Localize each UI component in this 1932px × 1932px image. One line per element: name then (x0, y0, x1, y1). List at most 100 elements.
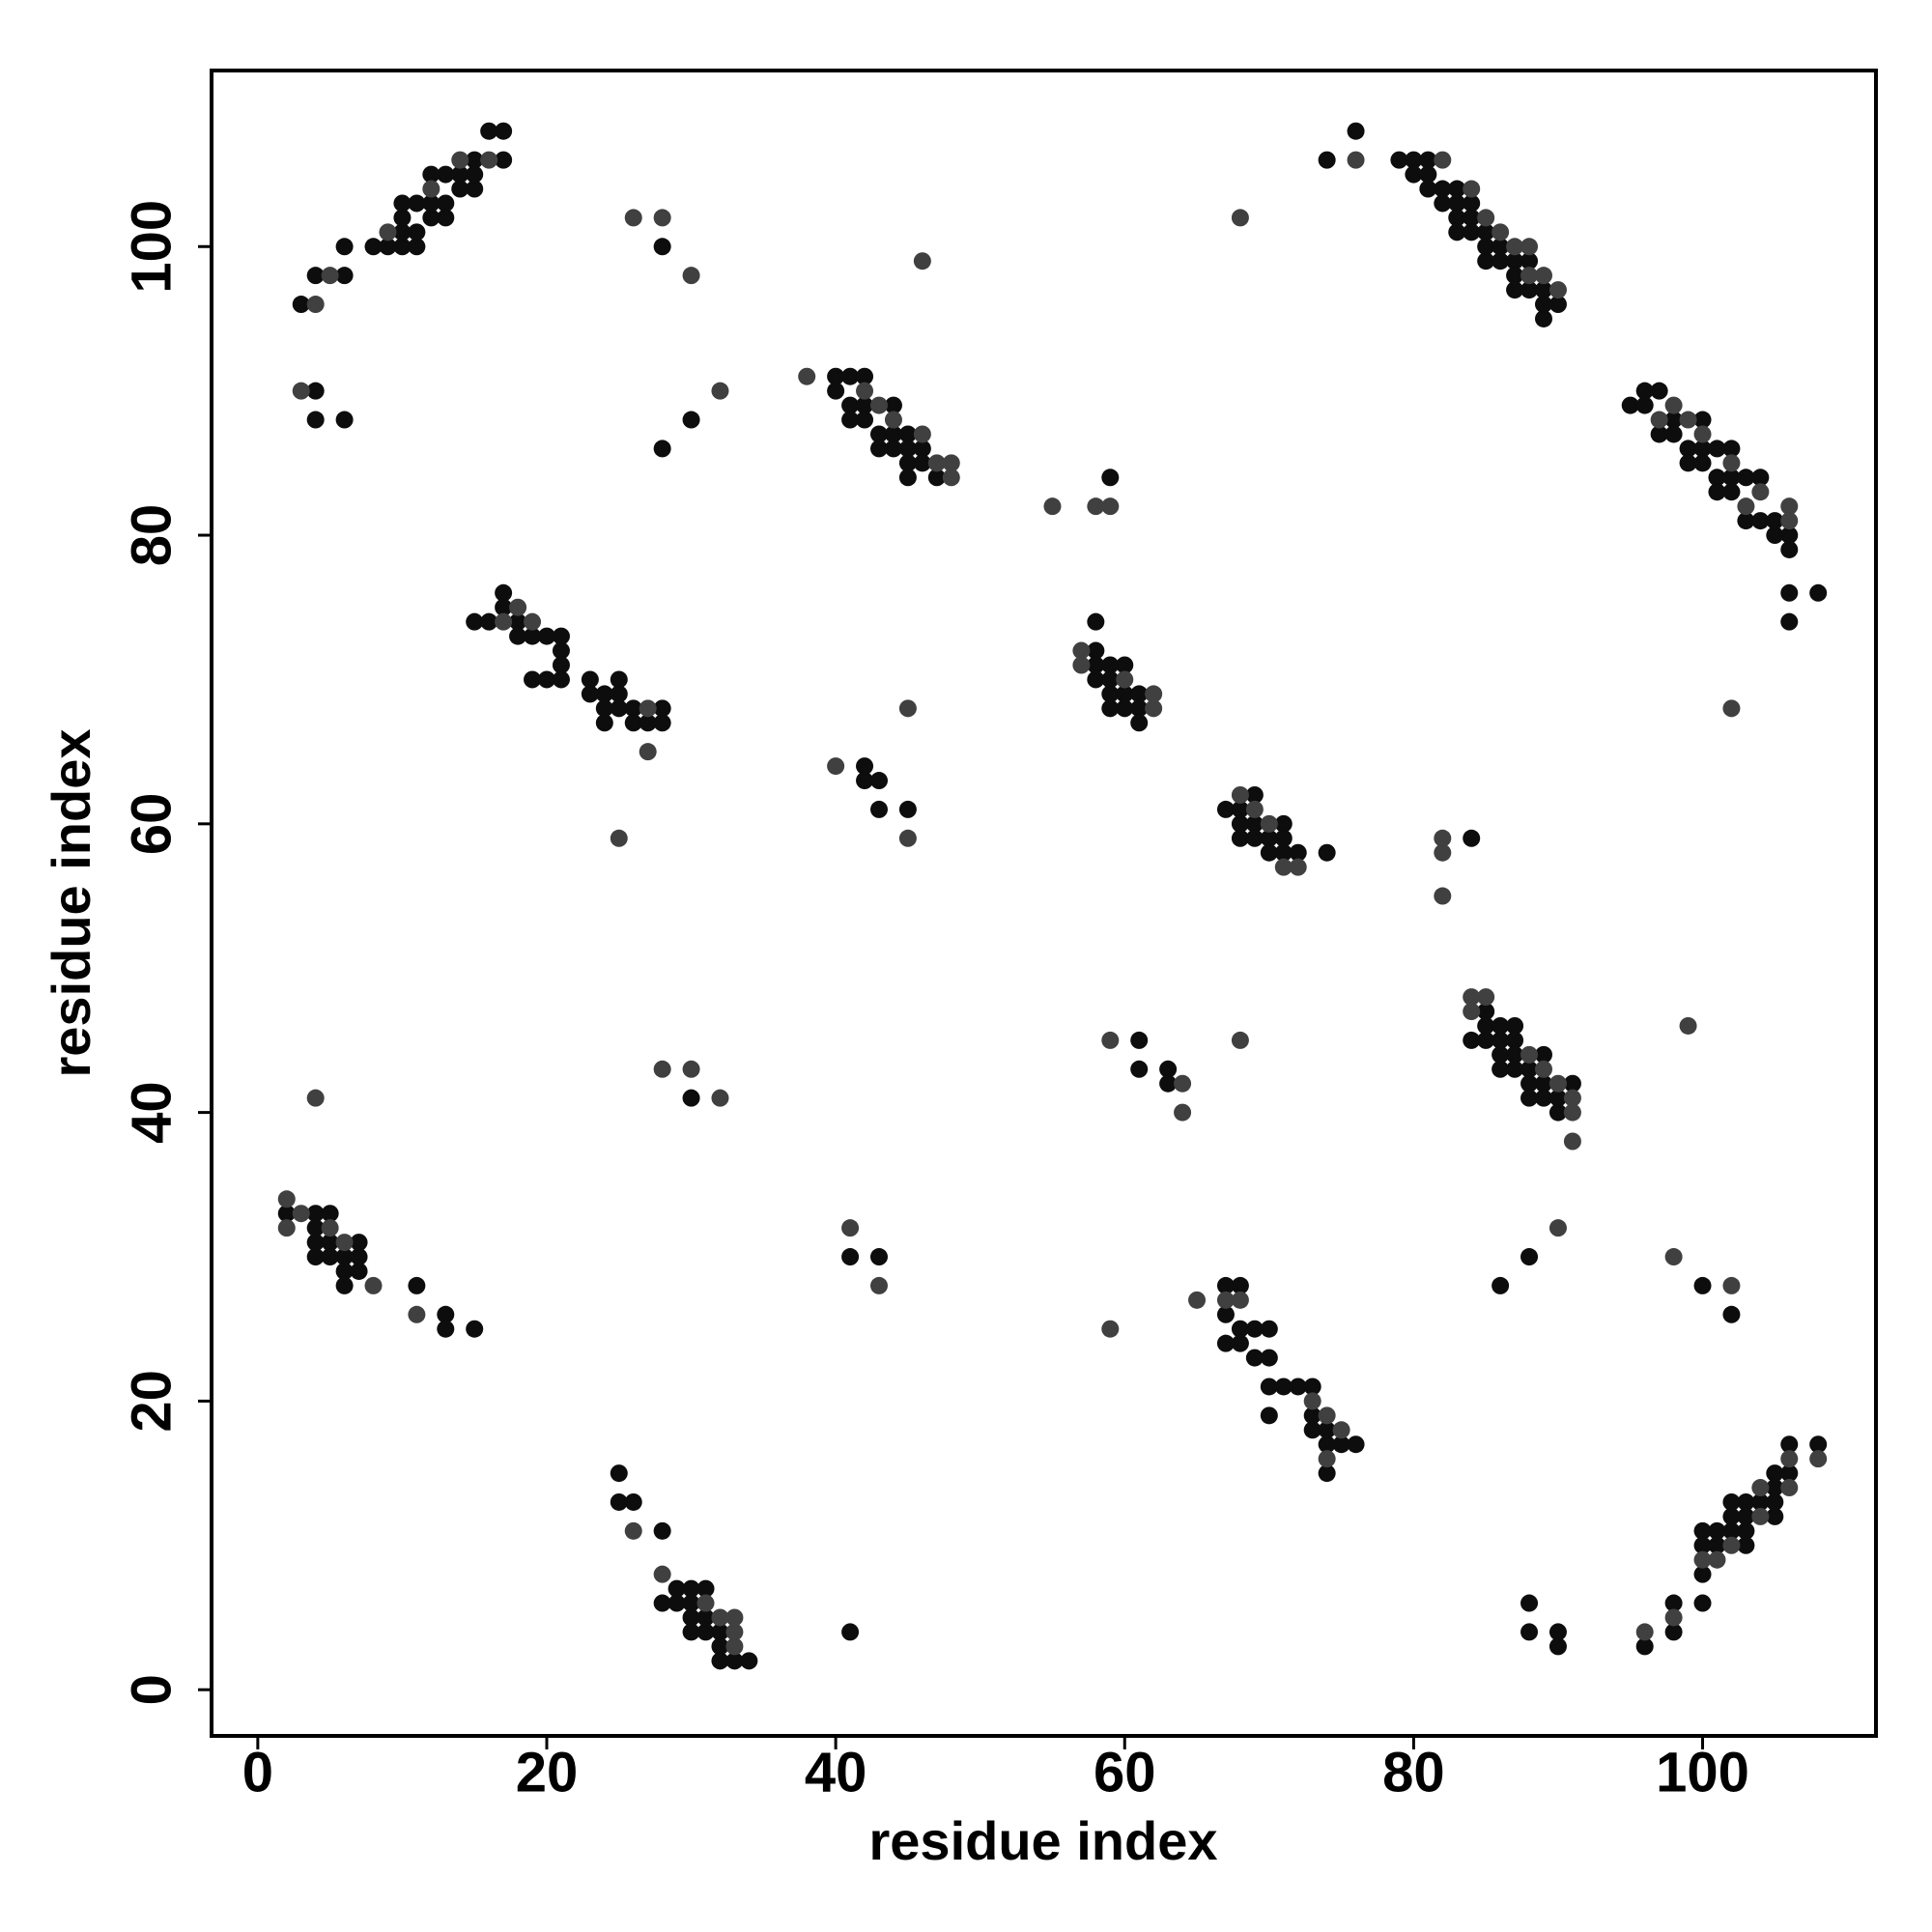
point (1506, 238, 1524, 256)
point (841, 1623, 860, 1641)
point (335, 1262, 354, 1280)
point (942, 469, 960, 487)
point (725, 1608, 744, 1627)
point (350, 1234, 368, 1252)
x-tick-label: 100 (1656, 1741, 1749, 1804)
point (624, 714, 642, 732)
point (711, 1608, 729, 1627)
point (1809, 1450, 1828, 1468)
point (393, 209, 412, 227)
point (1231, 1031, 1249, 1049)
point (1318, 843, 1336, 862)
y-axis-title: residue index (41, 728, 101, 1077)
point (624, 699, 642, 718)
point (653, 440, 671, 458)
point (408, 1305, 426, 1323)
point (668, 1579, 686, 1598)
point (1635, 1623, 1654, 1641)
point (1231, 800, 1249, 818)
point (1708, 1550, 1726, 1569)
point (1245, 800, 1264, 818)
point (306, 382, 325, 400)
point (1722, 454, 1741, 472)
point (696, 1594, 715, 1612)
point (1347, 1435, 1365, 1454)
point (537, 627, 555, 645)
point (1477, 988, 1495, 1007)
point (306, 1089, 325, 1107)
point (1506, 267, 1524, 285)
point (1722, 440, 1741, 458)
point (942, 454, 960, 472)
point (1260, 1406, 1278, 1425)
point (1174, 1103, 1192, 1122)
point (1159, 1060, 1178, 1078)
point (1548, 1089, 1567, 1107)
point (1419, 151, 1437, 169)
point (1116, 656, 1134, 674)
point (1274, 858, 1293, 876)
point (581, 670, 599, 689)
point (437, 1305, 455, 1323)
point (696, 1623, 715, 1641)
point (1318, 1421, 1336, 1439)
point (798, 367, 816, 385)
point (1087, 641, 1105, 660)
point (1635, 1637, 1654, 1656)
point (1463, 829, 1481, 847)
point (1693, 411, 1712, 429)
point (552, 670, 570, 689)
point (913, 440, 931, 458)
point (1708, 1521, 1726, 1540)
point (480, 612, 498, 631)
point (1679, 454, 1697, 472)
point (509, 612, 527, 631)
point (451, 165, 469, 184)
point (1520, 1089, 1539, 1107)
point (1679, 411, 1697, 429)
point (1463, 1031, 1481, 1049)
point (1245, 814, 1264, 833)
point (480, 122, 498, 140)
point (898, 699, 917, 718)
point (1072, 656, 1091, 674)
point (1245, 785, 1264, 804)
point (1231, 1291, 1249, 1309)
point (466, 151, 484, 169)
point (422, 194, 440, 213)
point (1722, 1536, 1741, 1554)
point (1260, 1378, 1278, 1396)
point (1693, 1550, 1712, 1569)
point (682, 1623, 700, 1641)
point (841, 1219, 860, 1237)
point (1563, 1089, 1581, 1107)
point (1390, 151, 1408, 169)
point (1722, 469, 1741, 487)
point (898, 440, 917, 458)
point (1548, 1074, 1567, 1093)
point (335, 267, 354, 285)
point (1722, 1492, 1741, 1511)
point (1318, 151, 1336, 169)
point (884, 411, 902, 429)
point (335, 1234, 354, 1252)
point (1448, 194, 1466, 213)
point (1809, 583, 1828, 602)
point (1766, 1464, 1784, 1483)
point (1492, 1045, 1510, 1064)
point (495, 583, 513, 602)
point (466, 180, 484, 198)
point (841, 411, 860, 429)
point (1766, 1507, 1784, 1525)
point (1448, 209, 1466, 227)
point (437, 209, 455, 227)
point (869, 1248, 888, 1266)
point (827, 367, 845, 385)
point (1693, 1565, 1712, 1583)
point (1548, 1623, 1567, 1641)
point (408, 238, 426, 256)
point (1534, 1060, 1552, 1078)
point (1130, 699, 1149, 718)
point (408, 194, 426, 213)
point (1101, 1320, 1120, 1338)
